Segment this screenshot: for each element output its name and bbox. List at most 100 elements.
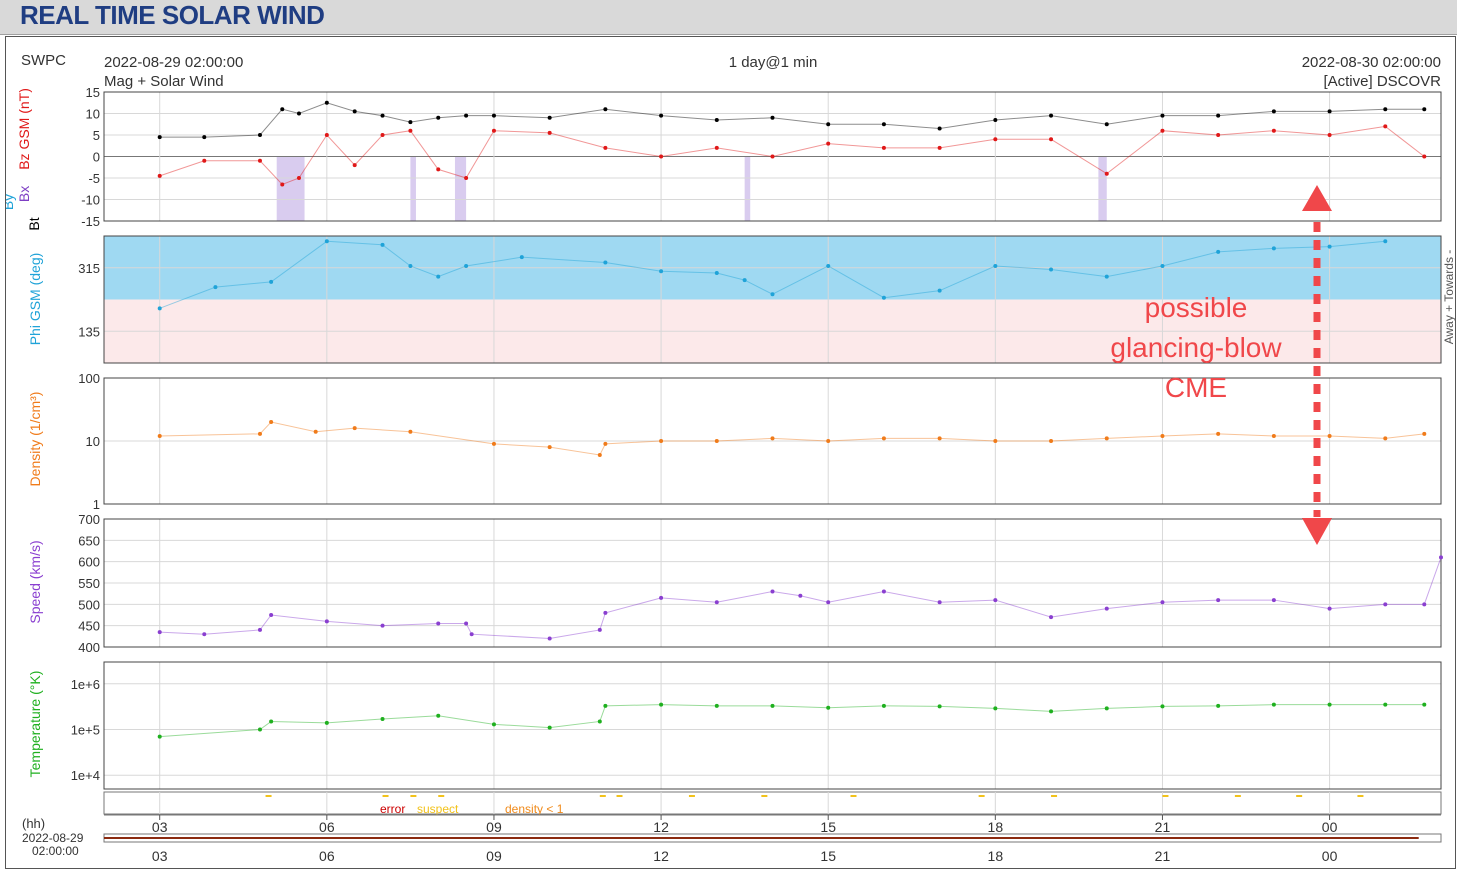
data-point bbox=[1160, 113, 1165, 118]
y-tick-label: 1e+6 bbox=[71, 677, 100, 692]
y-tick-label: 450 bbox=[78, 619, 100, 634]
data-point bbox=[1160, 600, 1165, 605]
y-tick-label: -5 bbox=[88, 171, 100, 186]
legend-suspect: suspect bbox=[417, 802, 459, 816]
data-point bbox=[380, 113, 385, 118]
data-point bbox=[1271, 702, 1276, 707]
data-point bbox=[436, 167, 441, 172]
title-bar: REAL TIME SOLAR WIND bbox=[0, 0, 1457, 35]
quality-mark bbox=[688, 795, 695, 797]
data-point bbox=[597, 452, 602, 457]
data-point bbox=[464, 263, 469, 268]
data-point bbox=[770, 115, 775, 120]
negative-bz-band bbox=[744, 156, 751, 221]
data-point bbox=[659, 113, 664, 118]
time-date-label: 2022-08-29 bbox=[22, 831, 84, 845]
span-label: 1 day@1 min bbox=[729, 54, 818, 71]
data-point bbox=[296, 111, 301, 116]
data-point bbox=[1327, 702, 1332, 707]
annotation-arrow-up bbox=[1302, 185, 1332, 211]
data-point bbox=[603, 145, 608, 150]
speed-panel: 700 650 600 550 500 450 400 bbox=[78, 512, 1443, 655]
data-point bbox=[603, 260, 608, 265]
panel-frame bbox=[103, 518, 1442, 648]
data-point bbox=[436, 621, 441, 626]
data-point bbox=[1271, 109, 1276, 114]
time-tick-label-lower: 21 bbox=[1155, 848, 1171, 864]
data-point bbox=[491, 722, 496, 727]
panel-frame bbox=[103, 377, 1442, 505]
chart-frame: SWPC 2022-08-29 02:00:00 Mag + Solar Win… bbox=[5, 36, 1456, 869]
data-point bbox=[296, 176, 301, 180]
data-point bbox=[213, 285, 218, 290]
series-trace bbox=[159, 102, 1425, 138]
negative-bz-band bbox=[410, 156, 416, 221]
time-tick-label-lower: 18 bbox=[988, 848, 1004, 864]
data-point bbox=[324, 239, 329, 244]
data-point bbox=[714, 600, 719, 605]
temperature-ylabel: Temperature (°K) bbox=[27, 671, 43, 778]
data-point bbox=[1104, 436, 1109, 441]
data-point bbox=[157, 173, 162, 178]
end-time: 2022-08-30 02:00:00 bbox=[1302, 54, 1441, 71]
data-point bbox=[1422, 154, 1427, 159]
data-point bbox=[324, 133, 329, 137]
data-point bbox=[1216, 113, 1221, 118]
data-point bbox=[1383, 124, 1388, 129]
product-label: Mag + Solar Wind bbox=[104, 73, 224, 90]
data-point bbox=[1160, 128, 1165, 133]
data-point bbox=[714, 703, 719, 708]
data-point bbox=[1383, 107, 1388, 112]
data-point bbox=[1216, 431, 1221, 436]
data-point bbox=[993, 439, 998, 443]
time-tick-label: 03 bbox=[152, 819, 168, 835]
data-point bbox=[993, 598, 998, 603]
data-point bbox=[157, 630, 162, 635]
data-point bbox=[937, 145, 942, 150]
data-point bbox=[770, 589, 775, 594]
quality-mark bbox=[382, 795, 389, 797]
data-point bbox=[1383, 702, 1388, 707]
data-point bbox=[937, 704, 942, 709]
data-point bbox=[714, 271, 719, 276]
data-point bbox=[881, 703, 886, 708]
time-tick-label: 12 bbox=[653, 819, 669, 835]
data-point bbox=[202, 632, 207, 637]
annotation-arrow-down bbox=[1302, 518, 1332, 545]
panel-frame bbox=[103, 661, 1442, 790]
data-point bbox=[881, 122, 886, 127]
density-ylabel: Density (1/cm³) bbox=[27, 392, 43, 487]
time-clock-label: 02:00:00 bbox=[32, 844, 79, 858]
data-point bbox=[714, 439, 719, 443]
data-point bbox=[157, 135, 162, 140]
data-point bbox=[937, 436, 942, 441]
data-point bbox=[269, 613, 274, 617]
data-point bbox=[324, 619, 329, 624]
data-point bbox=[993, 137, 998, 142]
quality-mark bbox=[1357, 795, 1364, 797]
data-point bbox=[408, 263, 413, 268]
data-point bbox=[1049, 267, 1054, 272]
y-tick-label: 315 bbox=[78, 261, 100, 276]
by-label: By bbox=[6, 194, 16, 210]
data-point bbox=[826, 122, 831, 127]
data-point bbox=[770, 292, 775, 297]
data-point bbox=[1439, 555, 1443, 560]
time-tick-label: 00 bbox=[1322, 819, 1338, 835]
data-point bbox=[547, 725, 552, 730]
quality-mark bbox=[265, 795, 272, 797]
data-point bbox=[714, 117, 719, 122]
quality-mark bbox=[850, 795, 857, 797]
data-point bbox=[1216, 249, 1221, 254]
mag-ylabel: Bt Bx Bz GSM (nT) By bbox=[6, 84, 42, 230]
y-tick-label: -10 bbox=[81, 193, 100, 208]
speed-ylabel: Speed (km/s) bbox=[27, 540, 43, 623]
y-tick-label: 650 bbox=[78, 533, 100, 548]
page-title: REAL TIME SOLAR WIND bbox=[20, 0, 325, 30]
series-trace bbox=[159, 557, 1442, 639]
data-point bbox=[597, 719, 602, 724]
data-point bbox=[1104, 171, 1109, 176]
data-point bbox=[380, 133, 385, 137]
data-point bbox=[1049, 615, 1054, 620]
phi-panel: 315 135 bbox=[78, 235, 1442, 364]
